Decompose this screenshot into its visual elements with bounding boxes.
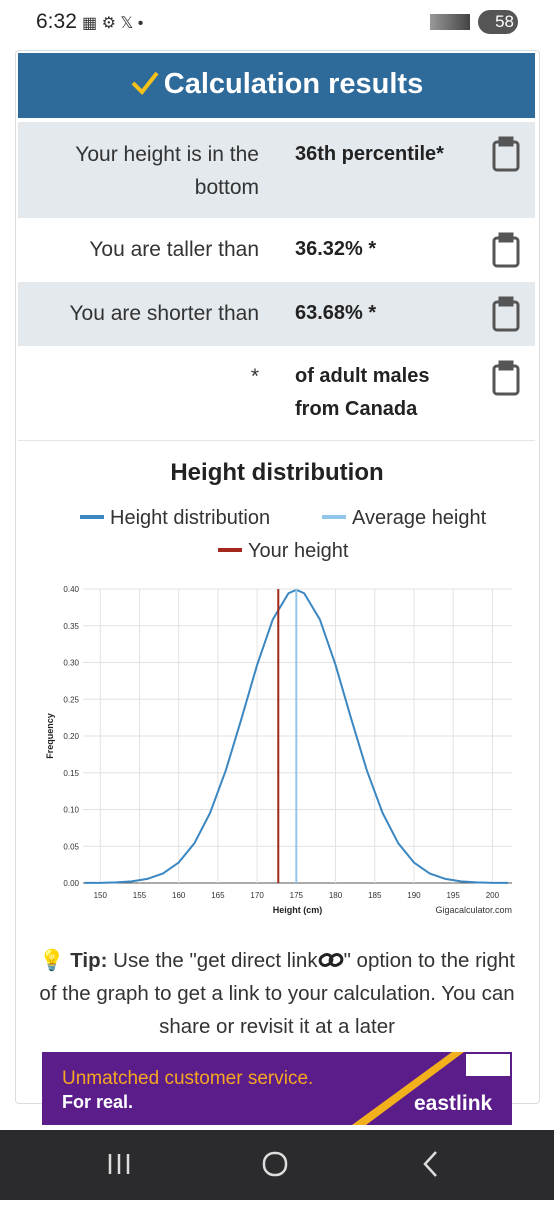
ad-text: For real. <box>62 1092 134 1112</box>
results-title: Calculation results <box>163 68 424 100</box>
x-tick-label: 200 <box>486 891 500 900</box>
x-tick-label: 185 <box>368 891 382 900</box>
x-tick-label: 155 <box>133 891 147 900</box>
row-label: * <box>250 365 259 388</box>
row-value: 63.68% * <box>295 302 377 324</box>
clock: 6:32 <box>36 10 77 33</box>
copy-buttons[interactable] <box>492 136 520 396</box>
row-label: Your height is in the bottom <box>75 143 259 199</box>
notification-icons: ▦ ⚙ 𝕏 • <box>82 15 144 32</box>
x-tick-label: 160 <box>172 891 186 900</box>
nav-buttons <box>108 1151 437 1177</box>
results-header: Calculation results <box>18 53 535 118</box>
battery: 58 <box>478 10 518 34</box>
y-tick-label: 0.20 <box>63 732 79 741</box>
x-tick-label: 150 <box>94 891 108 900</box>
result-row: You are taller than 36.32% * <box>18 218 535 282</box>
result-row: * of adult males from Canada <box>18 346 535 441</box>
y-tick-label: 0.00 <box>63 879 79 888</box>
home-button[interactable] <box>262 1151 288 1177</box>
recent-apps-button[interactable] <box>108 1154 130 1174</box>
x-tick-label: 180 <box>329 891 343 900</box>
tip-icon: 💡 <box>39 949 65 972</box>
row-label: You are shorter than <box>69 302 259 325</box>
x-tick-label: 195 <box>446 891 460 900</box>
x-tick-label: 165 <box>211 891 225 900</box>
y-tick-label: 0.40 <box>63 585 79 594</box>
chart: Height distribution Height distribution Av… <box>45 459 512 915</box>
link-icon <box>318 953 343 967</box>
tip-text: " option to the right of the graph to ge… <box>39 949 515 1038</box>
row-value: 36th percentile* <box>295 143 444 165</box>
status-bar: 6:32 ▦ ⚙ 𝕏 • 58 <box>0 0 554 46</box>
chart-title: Height distribution <box>170 459 383 486</box>
y-tick-label: 0.35 <box>63 622 79 631</box>
legend-label: Height distribution <box>110 507 270 529</box>
tip: 💡 Tip: Use the "get direct link " option … <box>30 944 524 1043</box>
result-row: You are shorter than 63.68% * <box>18 282 535 346</box>
x-axis-label: Height (cm) <box>273 905 323 915</box>
row-label: You are taller than <box>89 238 259 261</box>
legend-label: Your height <box>248 540 349 562</box>
advertisement[interactable]: Unmatched customer service. For real. ea… <box>42 1052 512 1125</box>
signal-icons <box>430 14 470 30</box>
y-tick-label: 0.25 <box>63 695 79 704</box>
y-axis-label: Frequency <box>45 713 55 759</box>
legend-label: Average height <box>352 507 487 529</box>
chart-credit: Gigacalculator.com <box>435 905 512 915</box>
x-tick-label: 170 <box>250 891 264 900</box>
ad-brand: eastlink <box>414 1092 493 1115</box>
back-button[interactable] <box>423 1151 437 1177</box>
x-tick-label: 175 <box>290 891 304 900</box>
result-row: Your height is in the bottom 36th percen… <box>18 122 535 218</box>
clipboard-icons <box>492 136 520 396</box>
ad-graphic <box>352 1052 464 1125</box>
x-tick-label: 190 <box>407 891 421 900</box>
y-tick-label: 0.05 <box>63 842 79 851</box>
y-tick-label: 0.30 <box>63 659 79 668</box>
y-tick-label: 0.10 <box>63 806 79 815</box>
tip-label: Tip: <box>70 949 108 972</box>
navigation-bar <box>0 1130 554 1200</box>
tip-text: Use the "get direct link <box>113 949 318 972</box>
row-value: of adult males from Canada <box>295 365 430 420</box>
check-icon <box>131 71 159 96</box>
ad-choices[interactable] <box>466 1054 510 1076</box>
ad-text: Unmatched customer service. <box>62 1068 314 1089</box>
row-value: 36.32% * <box>295 238 377 260</box>
y-tick-label: 0.15 <box>63 769 79 778</box>
